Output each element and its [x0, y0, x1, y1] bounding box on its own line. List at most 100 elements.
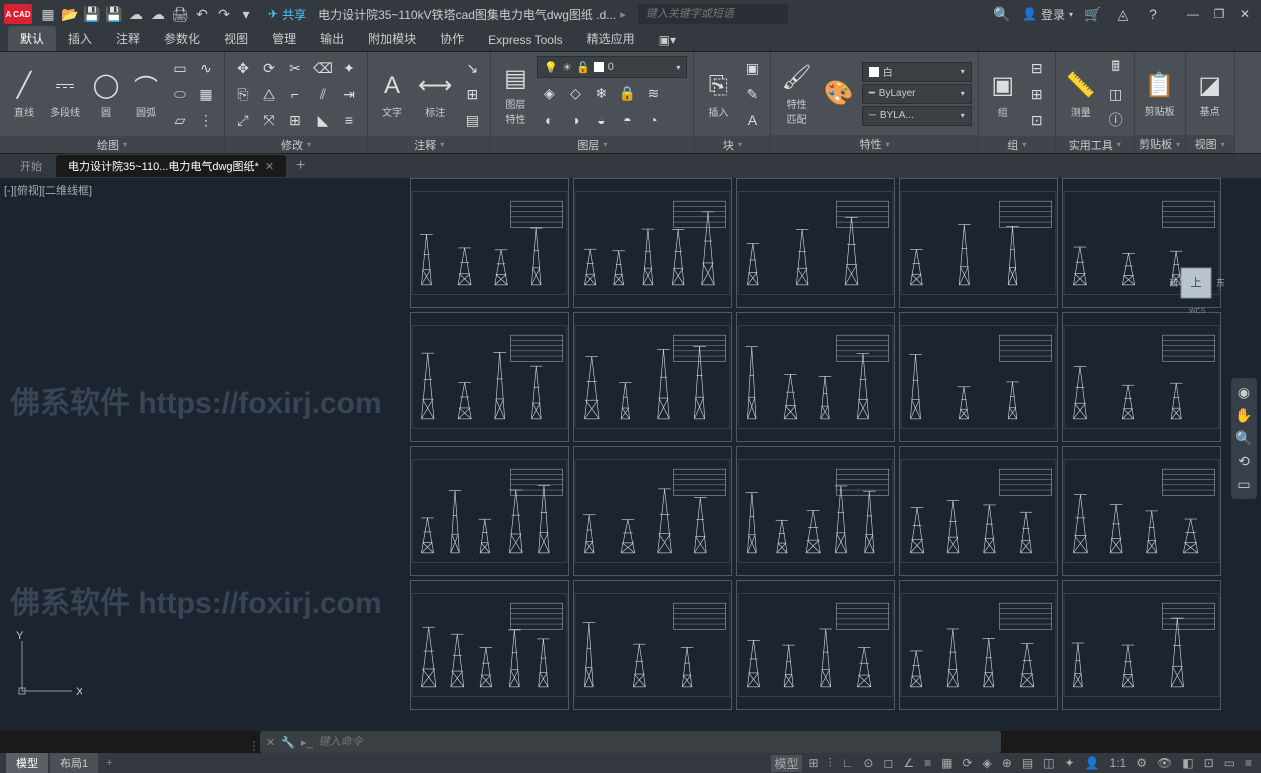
linetype-selector[interactable]: ─BYLA...▾ [862, 106, 972, 126]
qat-dropdown-icon[interactable]: ▾ [236, 4, 256, 24]
lwt-icon[interactable]: ≡ [921, 756, 934, 770]
minimize-icon[interactable]: — [1181, 7, 1205, 21]
trim-icon[interactable]: ✂ [283, 56, 307, 80]
tab-annotate[interactable]: 注释 [104, 26, 152, 51]
line-button[interactable]: ╱直线 [6, 68, 42, 121]
polar-icon[interactable]: ⊙ [860, 756, 876, 770]
color-selector[interactable]: 白▾ [862, 62, 972, 82]
rect-icon[interactable]: ▭ [168, 56, 192, 80]
close-icon[interactable]: ✕ [1233, 7, 1257, 21]
ungroup-icon[interactable]: ⊟ [1025, 56, 1049, 80]
model-tab[interactable]: 模型 [6, 753, 48, 773]
restore-icon[interactable]: ❐ [1207, 7, 1231, 21]
tab-overflow-icon[interactable]: ▣▾ [647, 29, 688, 51]
panel-layers-title[interactable]: 图层 [491, 136, 693, 153]
fillet-icon[interactable]: ⌐ [283, 82, 307, 106]
search-input[interactable] [638, 4, 788, 24]
viewport-label[interactable]: [-][俯视][二维线框] [4, 182, 92, 198]
panel-view-title[interactable]: 视图 [1186, 135, 1234, 153]
drawing-sheet[interactable] [736, 580, 895, 710]
tab-featured[interactable]: 精选应用 [575, 26, 647, 51]
autodesk-icon[interactable]: ◬ [1113, 4, 1133, 24]
grid-icon[interactable]: ⊞ [806, 756, 822, 770]
tab-view[interactable]: 视图 [212, 26, 260, 51]
mtext-icon[interactable]: ▤ [460, 108, 484, 132]
drawing-area[interactable]: [-][俯视][二维线框] 佛系软件 https://foxirj.com 佛系… [0, 178, 1261, 731]
layer-freeze-icon[interactable]: ❄ [589, 81, 613, 105]
base-button[interactable]: ◪基点 [1192, 67, 1228, 120]
layer-del-icon[interactable]: ◓ [615, 108, 639, 132]
align-icon[interactable]: ≡ [337, 108, 361, 132]
drawing-sheet[interactable] [573, 312, 732, 442]
nav-wheel-icon[interactable]: ◉ [1238, 384, 1250, 401]
id-icon[interactable]: ⓘ [1104, 108, 1128, 132]
qp-icon[interactable]: ▤ [1019, 756, 1036, 770]
add-tab-icon[interactable]: + [288, 157, 313, 175]
layer-off-icon[interactable]: ◇ [563, 81, 587, 105]
drawing-sheet[interactable] [736, 312, 895, 442]
layer-merge-icon[interactable]: ◒ [589, 108, 613, 132]
array-icon[interactable]: ⊞ [283, 108, 307, 132]
drawing-sheet[interactable] [899, 446, 1058, 576]
circle-button[interactable]: ◯圆 [88, 68, 124, 121]
stretch-icon[interactable]: ⤢ [231, 108, 255, 132]
drawing-sheet[interactable] [736, 178, 895, 308]
layout1-tab[interactable]: 布局1 [50, 753, 98, 773]
table-icon[interactable]: ⊞ [460, 82, 484, 106]
tab-drawing[interactable]: 电力设计院35~110...电力电气dwg图纸* ✕ [56, 155, 286, 177]
drawing-sheet[interactable] [736, 446, 895, 576]
tab-collaborate[interactable]: 协作 [428, 26, 476, 51]
tab-output[interactable]: 输出 [308, 26, 356, 51]
otrack-icon[interactable]: ∠ [900, 756, 917, 770]
share-button[interactable]: ✈ 共享 [268, 6, 306, 23]
custom-icon[interactable]: ≡ [1242, 756, 1255, 770]
panel-props-title[interactable]: 特性 [771, 135, 977, 153]
arc-button[interactable]: ⌒圆弧 [128, 68, 164, 121]
search-icon[interactable]: 🔍 [992, 4, 1012, 24]
drawing-sheet[interactable] [410, 312, 569, 442]
save-icon[interactable]: 💾 [82, 4, 102, 24]
scale-icon[interactable]: 1:1 [1107, 756, 1130, 770]
snap-icon[interactable]: ⫶ [826, 756, 835, 771]
offset-icon[interactable]: ⫽ [311, 82, 335, 106]
group-edit-icon[interactable]: ⊞ [1025, 82, 1049, 106]
calc-icon[interactable]: 🖩 [1104, 56, 1128, 80]
saveas-icon[interactable]: 💾 [104, 4, 124, 24]
drawing-sheet[interactable] [573, 178, 732, 308]
nav-zoom-icon[interactable]: 🔍 [1235, 430, 1252, 447]
create-block-icon[interactable]: ▣ [740, 56, 764, 80]
command-line[interactable]: ✕ 🔧 ▸_ [260, 731, 1001, 753]
rotate-icon[interactable]: ⟳ [257, 56, 281, 80]
cloud-save-icon[interactable]: ☁ [148, 4, 168, 24]
hw-icon[interactable]: ⊡ [1201, 756, 1217, 770]
extend-icon[interactable]: ⇥ [337, 82, 361, 106]
group-button[interactable]: ▣组 [985, 68, 1021, 121]
move-icon[interactable]: ✥ [231, 56, 255, 80]
group-sel-icon[interactable]: ⊡ [1025, 108, 1049, 132]
cloud-open-icon[interactable]: ☁ [126, 4, 146, 24]
erase-icon[interactable]: ⌫ [311, 56, 335, 80]
panel-draw-title[interactable]: 绘图 [0, 136, 224, 153]
polyline-button[interactable]: ⎓多段线 [46, 68, 84, 121]
drawing-sheet[interactable] [410, 446, 569, 576]
color-wheel-button[interactable]: 🎨 [820, 76, 858, 112]
panel-block-title[interactable]: 块 [694, 136, 770, 153]
layer-match-icon[interactable]: ≋ [641, 81, 665, 105]
text-button[interactable]: A文字 [374, 68, 410, 121]
layerprop-button[interactable]: ▤图层 特性 [497, 60, 533, 128]
modelspace-button[interactable]: 模型 [771, 755, 801, 772]
undo-icon[interactable]: ↶ [192, 4, 212, 24]
explode-icon[interactable]: ✦ [337, 56, 361, 80]
chamfer-icon[interactable]: ◣ [311, 108, 335, 132]
nav-show-icon[interactable]: ▭ [1237, 476, 1250, 493]
layer-walk-icon[interactable]: ◑ [563, 108, 587, 132]
layer-prev-icon[interactable]: ◐ [537, 108, 561, 132]
ws-icon[interactable]: ⚙ [1133, 756, 1150, 770]
layer-iso-icon[interactable]: ◈ [537, 81, 561, 105]
clean-icon[interactable]: ▭ [1221, 756, 1238, 770]
tab-addins[interactable]: 附加模块 [356, 26, 428, 51]
measure-button[interactable]: 📏测量 [1062, 68, 1100, 121]
insert-button[interactable]: ⎘插入 [700, 68, 736, 121]
paste-button[interactable]: 📋剪贴板 [1141, 67, 1179, 120]
cmd-wrench-icon[interactable]: 🔧 [281, 736, 295, 749]
